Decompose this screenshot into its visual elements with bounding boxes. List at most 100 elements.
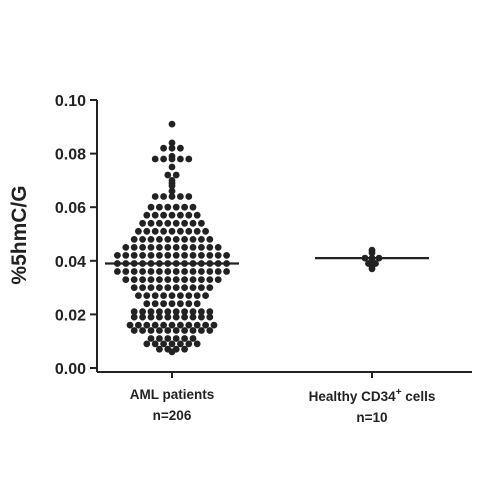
data-point: [151, 211, 159, 219]
data-point: [181, 203, 189, 211]
data-point: [156, 335, 163, 342]
data-point: [135, 227, 142, 235]
data-point: [139, 268, 147, 275]
data-point: [214, 268, 222, 275]
median-lines: [105, 257, 429, 265]
data-point: [177, 227, 184, 235]
data-point: [147, 284, 155, 291]
data-point: [168, 193, 176, 200]
data-point: [164, 219, 172, 227]
data-point: [139, 276, 147, 283]
data-point: [168, 155, 176, 163]
data-point: [177, 340, 184, 348]
data-point: [189, 236, 197, 243]
data-point: [143, 321, 151, 329]
data-point: [164, 171, 172, 179]
data-point: [147, 276, 155, 283]
data-point: [139, 327, 147, 334]
data-point: [160, 144, 168, 152]
data-point: [164, 276, 172, 283]
data-point: [223, 268, 231, 275]
data-point: [198, 327, 205, 334]
data-point: [156, 244, 163, 251]
data-point: [198, 313, 205, 321]
data-point: [164, 236, 172, 243]
data-point: [156, 203, 163, 211]
data-point: [172, 284, 180, 291]
data-point: [164, 244, 172, 251]
data-point: [198, 244, 205, 251]
data-point: [147, 236, 155, 243]
data-point: [130, 313, 138, 321]
data-point: [160, 300, 168, 308]
data-point: [206, 244, 214, 251]
data-point: [206, 308, 214, 316]
data-point: [156, 313, 163, 321]
y-tick-label: 0.10: [55, 93, 86, 110]
data-point: [168, 144, 176, 152]
data-point: [223, 252, 231, 259]
data-point: [172, 203, 180, 211]
data-point: [189, 252, 197, 259]
superscript-plus: +: [396, 387, 402, 398]
data-point: [177, 321, 184, 329]
data-point: [156, 219, 163, 227]
data-point: [130, 308, 138, 316]
data-point: [189, 308, 197, 316]
data-point: [193, 227, 201, 235]
data-point: [185, 340, 193, 348]
data-point: [168, 139, 176, 147]
data-point: [164, 252, 172, 259]
data-point: [122, 244, 130, 251]
data-point: [206, 327, 214, 334]
data-point: [185, 211, 193, 219]
y-axis-title: %5hmC/G: [8, 185, 31, 284]
data-point: [185, 155, 193, 163]
data-point: [172, 171, 180, 179]
data-point: [160, 321, 168, 329]
y-tick-label: 0.06: [55, 200, 86, 217]
data-point: [198, 276, 205, 283]
data-point: [147, 313, 155, 321]
data-point: [160, 193, 168, 200]
data-point: [185, 193, 193, 200]
data-point: [193, 300, 201, 308]
data-point: [202, 321, 210, 329]
y-tick-label: 0.02: [55, 307, 86, 324]
data-point: [147, 308, 155, 316]
data-point: [164, 327, 172, 334]
data-point: [164, 313, 172, 321]
data-point: [168, 211, 176, 219]
data-point: [168, 292, 176, 299]
data-point: [151, 292, 159, 299]
data-point: [168, 163, 176, 171]
x-axis: [97, 371, 472, 378]
data-point: [151, 193, 159, 200]
data-point: [168, 348, 176, 356]
data-point: [193, 292, 201, 299]
data-point: [139, 284, 147, 291]
data-point: [130, 327, 138, 334]
data-point: [193, 340, 201, 348]
data-point: [168, 227, 176, 235]
data-point: [164, 203, 172, 211]
data-point: [156, 252, 163, 259]
data-point: [122, 252, 130, 259]
data-point: [181, 276, 189, 283]
data-point: [172, 308, 180, 316]
data-point: [189, 284, 197, 291]
data-point: [172, 236, 180, 243]
data-point: [177, 193, 184, 200]
data-point: [151, 321, 159, 329]
data-point: [198, 284, 205, 291]
data-point: [164, 308, 172, 316]
data-point: [181, 244, 189, 251]
data-point: [139, 244, 147, 251]
data-point: [181, 268, 189, 275]
data-point: [206, 284, 214, 291]
data-point: [198, 252, 205, 259]
data-point: [168, 340, 176, 348]
data-point: [147, 252, 155, 259]
category-n-aml: n=206: [153, 408, 192, 423]
